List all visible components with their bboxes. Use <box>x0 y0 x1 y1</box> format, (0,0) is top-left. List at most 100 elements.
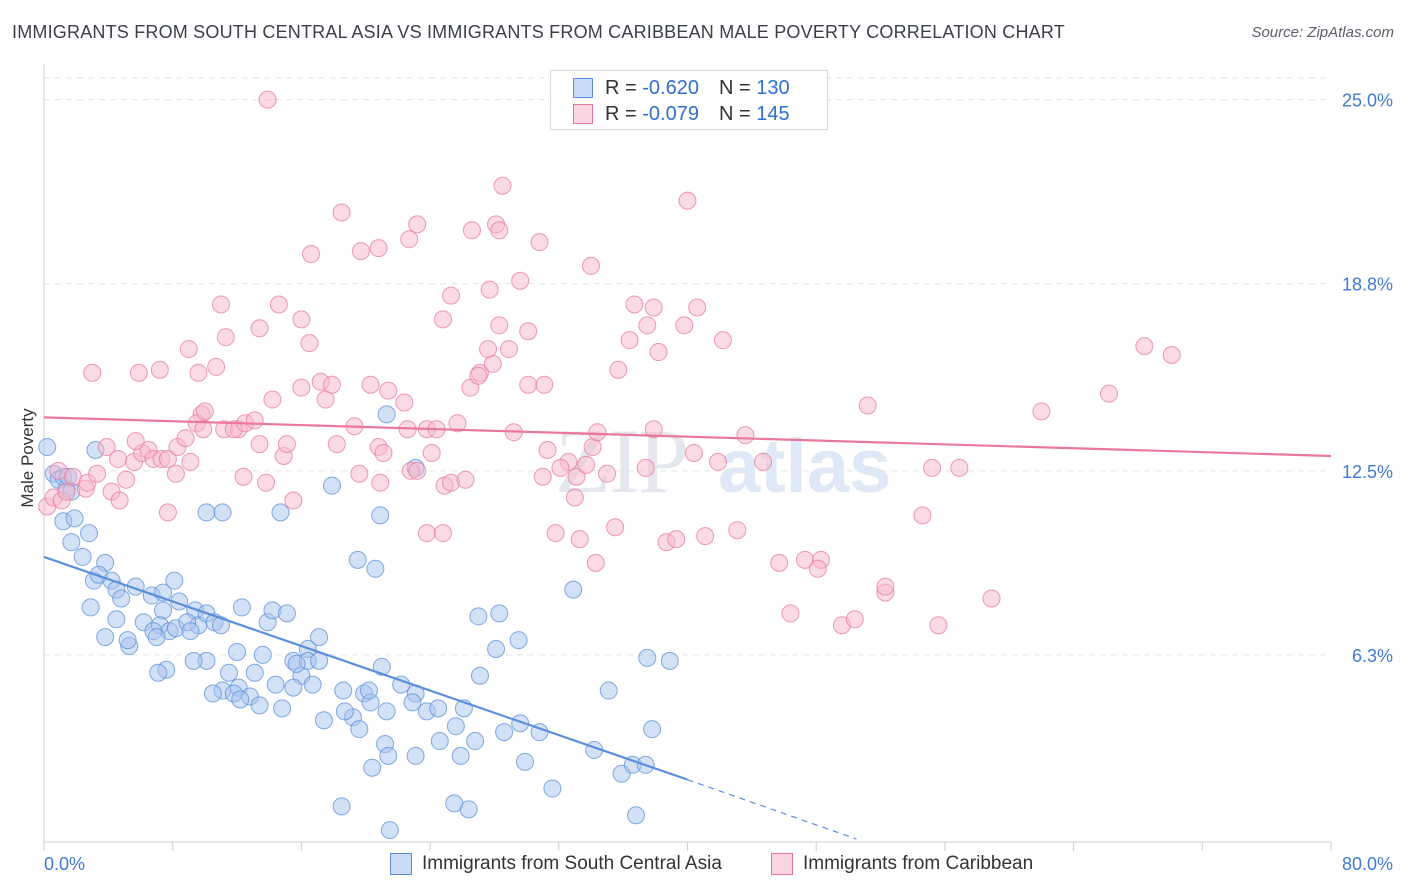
data-point <box>213 503 232 522</box>
data-point <box>181 452 200 471</box>
data-point <box>189 363 208 382</box>
data-point <box>709 452 728 471</box>
data-point <box>858 396 877 415</box>
data-point <box>284 491 303 510</box>
data-point <box>147 628 166 647</box>
data-point <box>277 604 296 623</box>
data-point <box>379 381 398 400</box>
data-point <box>245 663 264 682</box>
data-point <box>564 580 583 599</box>
data-point <box>625 295 644 314</box>
data-point <box>322 375 341 394</box>
trend-line <box>43 416 1332 458</box>
data-point <box>781 604 800 623</box>
data-point <box>929 616 948 635</box>
bottom-legend-south-central-asia: Immigrants from South Central Asia <box>390 852 722 876</box>
data-point <box>310 628 329 647</box>
data-point <box>495 723 514 742</box>
y-axis-label: Male Poverty <box>18 408 37 508</box>
data-point <box>303 675 322 694</box>
data-point <box>350 720 369 739</box>
data-point <box>487 639 506 658</box>
data-point <box>232 598 251 617</box>
data-point <box>644 298 663 317</box>
data-point <box>361 375 380 394</box>
data-point <box>350 464 369 483</box>
data-point <box>950 458 969 477</box>
data-point <box>287 654 306 673</box>
data-point <box>660 651 679 670</box>
bottom-legend-caribbean: Immigrants from Caribbean <box>771 852 1033 876</box>
data-point <box>118 631 137 650</box>
data-point <box>374 444 393 462</box>
data-point <box>417 524 436 543</box>
data-point <box>292 378 311 397</box>
data-point <box>80 524 99 543</box>
data-point <box>400 230 419 249</box>
data-point <box>678 191 697 210</box>
data-point <box>448 414 467 433</box>
data-point <box>65 509 84 528</box>
data-point <box>599 681 618 700</box>
data-point <box>220 663 239 682</box>
data-point <box>379 746 398 765</box>
data-point <box>176 429 195 448</box>
data-point <box>154 601 173 620</box>
data-point <box>490 604 509 623</box>
y-tick-label: 12.5% <box>1342 462 1393 482</box>
chart-title: IMMIGRANTS FROM SOUTH CENTRAL ASIA VS IM… <box>12 22 1065 42</box>
data-point <box>366 559 385 578</box>
data-point <box>371 473 390 492</box>
data-point <box>257 473 276 492</box>
data-point <box>184 651 203 670</box>
legend-row-caribbean: R = -0.079 N = 145 <box>573 102 790 126</box>
data-point <box>332 203 351 222</box>
data-point <box>713 331 732 350</box>
data-point <box>509 631 528 650</box>
data-point <box>273 699 292 718</box>
data-point <box>462 221 481 240</box>
data-point <box>728 521 747 540</box>
legend-r-value: -0.079 <box>642 102 699 125</box>
data-point <box>181 622 200 641</box>
data-point <box>359 681 378 700</box>
data-point <box>490 221 509 240</box>
data-point <box>535 375 554 394</box>
data-point <box>499 340 518 359</box>
legend-n-value: 130 <box>756 76 790 99</box>
data-point <box>258 90 277 109</box>
data-point <box>81 598 100 617</box>
data-point <box>266 675 285 694</box>
data-point <box>445 794 464 813</box>
legend-r-label: R = <box>605 102 637 125</box>
data-point <box>117 470 136 489</box>
data-point <box>511 714 530 733</box>
legend-row-south-central-asia: R = -0.620 N = 130 <box>573 76 790 100</box>
data-point <box>586 553 605 572</box>
data-point <box>250 435 269 454</box>
data-point <box>667 530 686 549</box>
data-point <box>57 482 76 501</box>
data-point <box>638 316 657 335</box>
data-point <box>1032 402 1051 421</box>
data-point <box>158 503 177 522</box>
data-point <box>581 256 600 275</box>
data-point <box>284 678 303 697</box>
data-point <box>207 357 226 376</box>
data-point <box>314 711 333 730</box>
data-point <box>231 690 250 709</box>
data-point <box>107 610 126 629</box>
correlation-legend: R = -0.620 N = 130 R = -0.079 N = 145 <box>550 70 828 130</box>
x-tick-label: 0.0% <box>44 854 85 874</box>
data-point <box>216 328 235 347</box>
data-point <box>149 663 168 682</box>
data-point <box>269 295 288 314</box>
data-point <box>253 645 272 664</box>
data-point <box>316 390 335 409</box>
data-point <box>363 758 382 777</box>
data-point <box>369 239 388 258</box>
data-point <box>588 423 607 442</box>
data-point <box>982 589 1001 608</box>
data-point <box>263 601 282 620</box>
data-point <box>112 589 131 608</box>
